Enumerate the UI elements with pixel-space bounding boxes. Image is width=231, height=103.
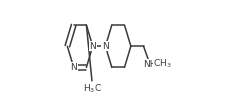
Text: H$_3$C: H$_3$C <box>83 82 102 95</box>
Text: N: N <box>70 63 77 72</box>
Text: N: N <box>89 42 96 51</box>
Text: CH$_3$: CH$_3$ <box>153 58 172 70</box>
Text: N: N <box>102 42 109 51</box>
Text: NH: NH <box>143 60 157 69</box>
